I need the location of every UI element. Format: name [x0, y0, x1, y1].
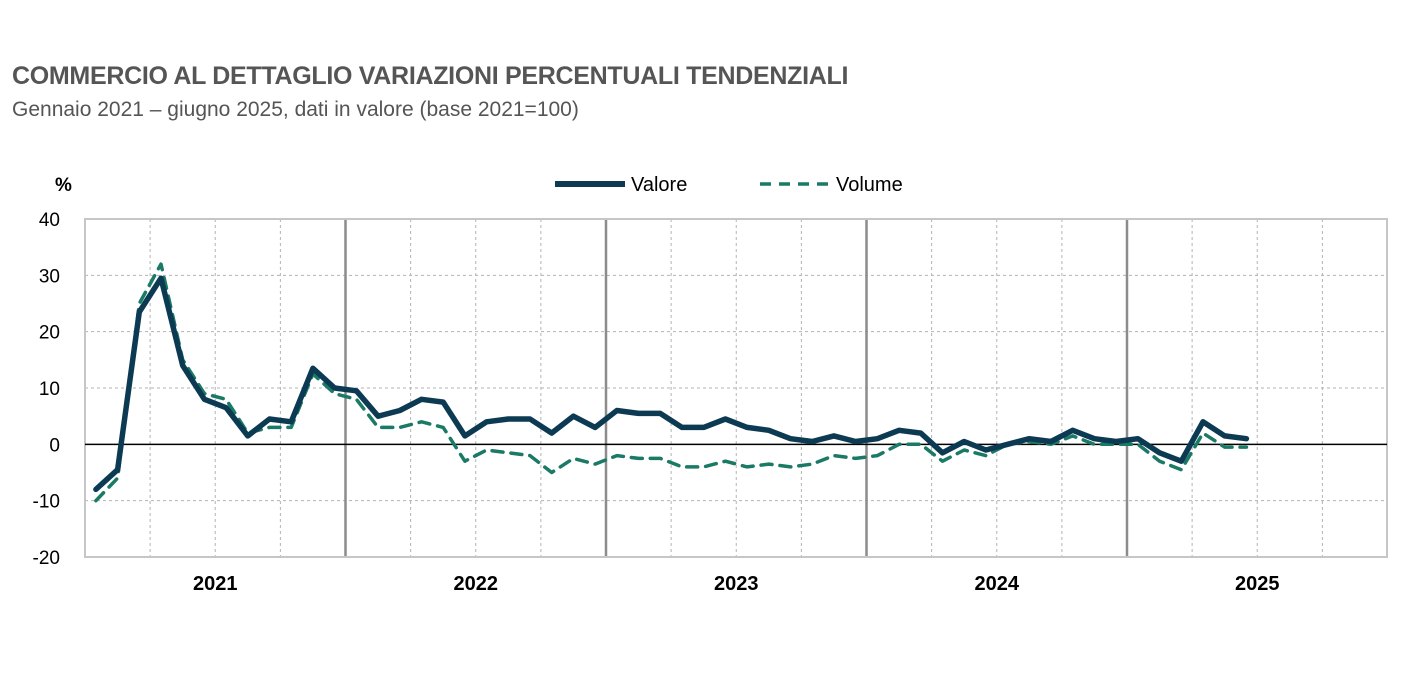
y-tick-label: 20	[39, 323, 60, 344]
x-year-label: 2022	[454, 573, 499, 595]
y-tick-label: 10	[39, 379, 60, 400]
y-axis-unit: %	[55, 175, 72, 196]
legend-volume-label: Volume	[836, 174, 903, 196]
legend: Valore Volume	[555, 174, 903, 196]
y-tick-label: -20	[33, 548, 60, 569]
chart-title: COMMERCIO AL DETTAGLIO VARIAZIONI PERCEN…	[12, 62, 849, 90]
legend-valore-label: Valore	[631, 174, 687, 196]
x-year-label: 2025	[1235, 573, 1280, 595]
series-line-volume	[94, 262, 1249, 503]
y-tick-label: 30	[39, 266, 60, 287]
x-year-label: 2023	[714, 573, 759, 595]
plot-frame	[84, 218, 1388, 558]
y-tick-label: -10	[33, 492, 60, 513]
x-year-label: 2024	[975, 573, 1020, 595]
y-tick-label: 40	[39, 210, 60, 231]
y-tick-label: 0	[49, 435, 60, 456]
axes: 40 30 20 10 0 -10 -20 2021 2022 2023 2024 2025	[33, 210, 1388, 595]
series-group	[93, 262, 1250, 503]
chart-subtitle: Gennaio 2021 – giugno 2025, dati in valo…	[12, 98, 579, 121]
series-line-valore	[93, 275, 1250, 493]
gridlines	[85, 218, 1387, 558]
x-year-label: 2021	[193, 573, 238, 595]
